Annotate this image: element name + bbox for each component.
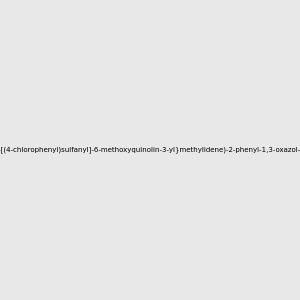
- Text: (4E)-4-({2-[(4-chlorophenyl)sulfanyl]-6-methoxyquinolin-3-yl}methylidene)-2-phen: (4E)-4-({2-[(4-chlorophenyl)sulfanyl]-6-…: [0, 147, 300, 153]
